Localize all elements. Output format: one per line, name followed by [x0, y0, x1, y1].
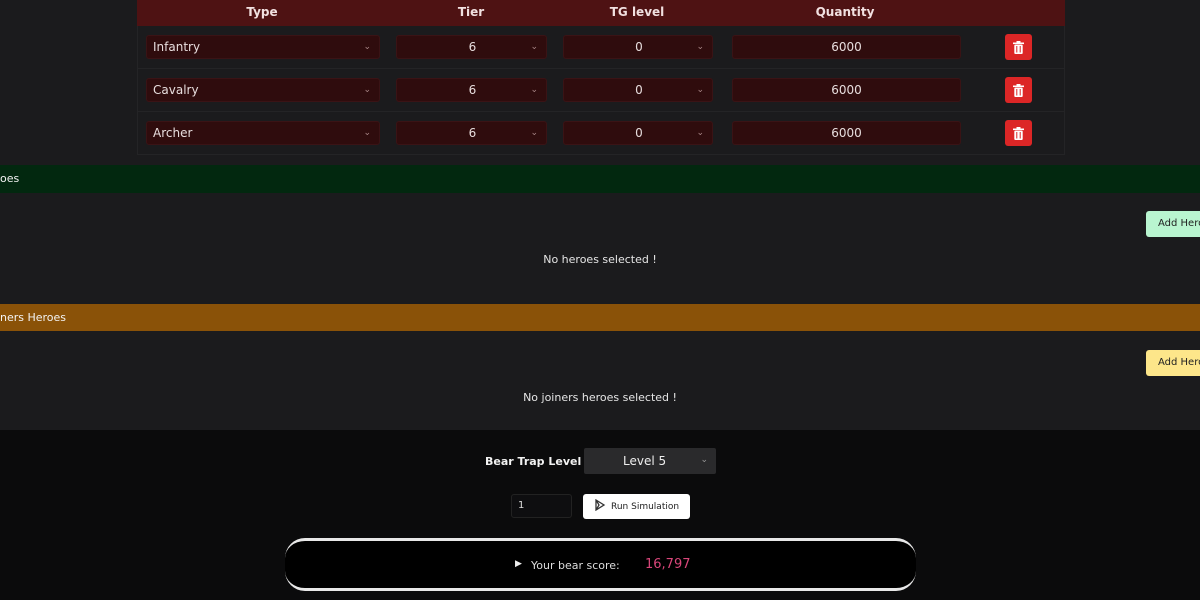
delete-row-button[interactable] [1005, 120, 1032, 146]
heroes-section-header: oes [0, 165, 1200, 193]
tg-level-select-value: 0 [635, 40, 643, 54]
chevron-down-icon: ⌄ [530, 85, 538, 95]
chevron-down-icon: ⌄ [696, 85, 704, 95]
quantity-input[interactable]: 6000 [732, 78, 961, 102]
quantity-value: 6000 [831, 83, 862, 97]
no-heroes-message: No heroes selected ! [543, 253, 657, 266]
chevron-down-icon: ⌄ [696, 42, 704, 52]
tier-select-value: 6 [468, 40, 477, 54]
delete-row-button[interactable] [1005, 34, 1032, 60]
tier-select[interactable]: 6 ⌄ [396, 78, 547, 102]
play-icon: ▶ [515, 559, 522, 569]
run-simulation-button[interactable]: Run Simulation [583, 494, 690, 519]
joiners-title: ners Heroes [0, 311, 67, 324]
tg-level-select[interactable]: 0 ⌄ [563, 78, 713, 102]
bear-score-label: Your bear score: [531, 559, 620, 572]
header-quantity: Quantity [815, 5, 875, 19]
bear-trap-level-label: Bear Trap Level [485, 455, 582, 468]
troop-row: Cavalry ⌄ 6 ⌄ 0 ⌄ 6000 [137, 69, 1065, 112]
add-joiner-heroes-button[interactable]: Add Hero [1146, 350, 1200, 376]
header-tg-level: TG level [609, 5, 665, 19]
bear-trap-level-value: Level 5 [623, 454, 667, 468]
type-select-value: Infantry [153, 40, 201, 54]
no-joiners-message: No joiners heroes selected ! [523, 391, 677, 404]
bear-trap-level-select[interactable]: Level 5 ⌄ [584, 448, 716, 474]
tg-level-select[interactable]: 0 ⌄ [563, 121, 713, 145]
add-heroes-button[interactable]: Add Hero [1146, 211, 1200, 237]
tier-select[interactable]: 6 ⌄ [396, 121, 547, 145]
tier-select-value: 6 [468, 126, 477, 140]
type-select[interactable]: Archer ⌄ [146, 121, 380, 145]
joiners-section-header: ners Heroes [0, 304, 1200, 331]
quantity-input[interactable]: 6000 [732, 121, 961, 145]
trash-icon [1013, 83, 1024, 97]
chevron-down-icon: ⌄ [363, 128, 371, 138]
chevron-down-icon: ⌄ [363, 85, 371, 95]
config-area [0, 0, 1200, 430]
chevron-down-icon: ⌄ [530, 42, 538, 52]
type-select-value: Archer [153, 126, 193, 140]
type-select[interactable]: Cavalry ⌄ [146, 78, 380, 102]
run-simulation-label: Run Simulation [611, 501, 680, 512]
header-type: Type [246, 5, 278, 19]
quantity-value: 6000 [831, 126, 862, 140]
header-tier: Tier [457, 5, 485, 19]
tg-level-select-value: 0 [635, 126, 643, 140]
troops-table-header: Type Tier TG level Quantity [137, 0, 1065, 26]
quantity-value: 6000 [831, 40, 862, 54]
type-select-value: Cavalry [153, 83, 199, 97]
chevron-down-icon: ⌄ [363, 42, 371, 52]
trash-icon [1013, 40, 1024, 54]
chevron-down-icon: ⌄ [700, 455, 708, 465]
tier-select[interactable]: 6 ⌄ [396, 35, 547, 59]
trash-icon [1013, 126, 1024, 140]
type-select[interactable]: Infantry ⌄ [146, 35, 380, 59]
tg-level-select-value: 0 [635, 83, 643, 97]
heroes-title: oes [0, 172, 20, 185]
simulation-count-input[interactable]: 1 [511, 494, 572, 518]
quantity-input[interactable]: 6000 [732, 35, 961, 59]
delete-row-button[interactable] [1005, 77, 1032, 103]
bear-score-value: 16,797 [645, 557, 691, 572]
simulation-icon [594, 498, 606, 514]
troop-row: Archer ⌄ 6 ⌄ 0 ⌄ 6000 [137, 112, 1065, 155]
chevron-down-icon: ⌄ [530, 128, 538, 138]
troop-row: Infantry ⌄ 6 ⌄ 0 ⌄ 6000 [137, 26, 1065, 69]
chevron-down-icon: ⌄ [696, 128, 704, 138]
tg-level-select[interactable]: 0 ⌄ [563, 35, 713, 59]
tier-select-value: 6 [468, 83, 477, 97]
bear-score-panel: ▶ Your bear score: 16,797 [285, 538, 916, 591]
